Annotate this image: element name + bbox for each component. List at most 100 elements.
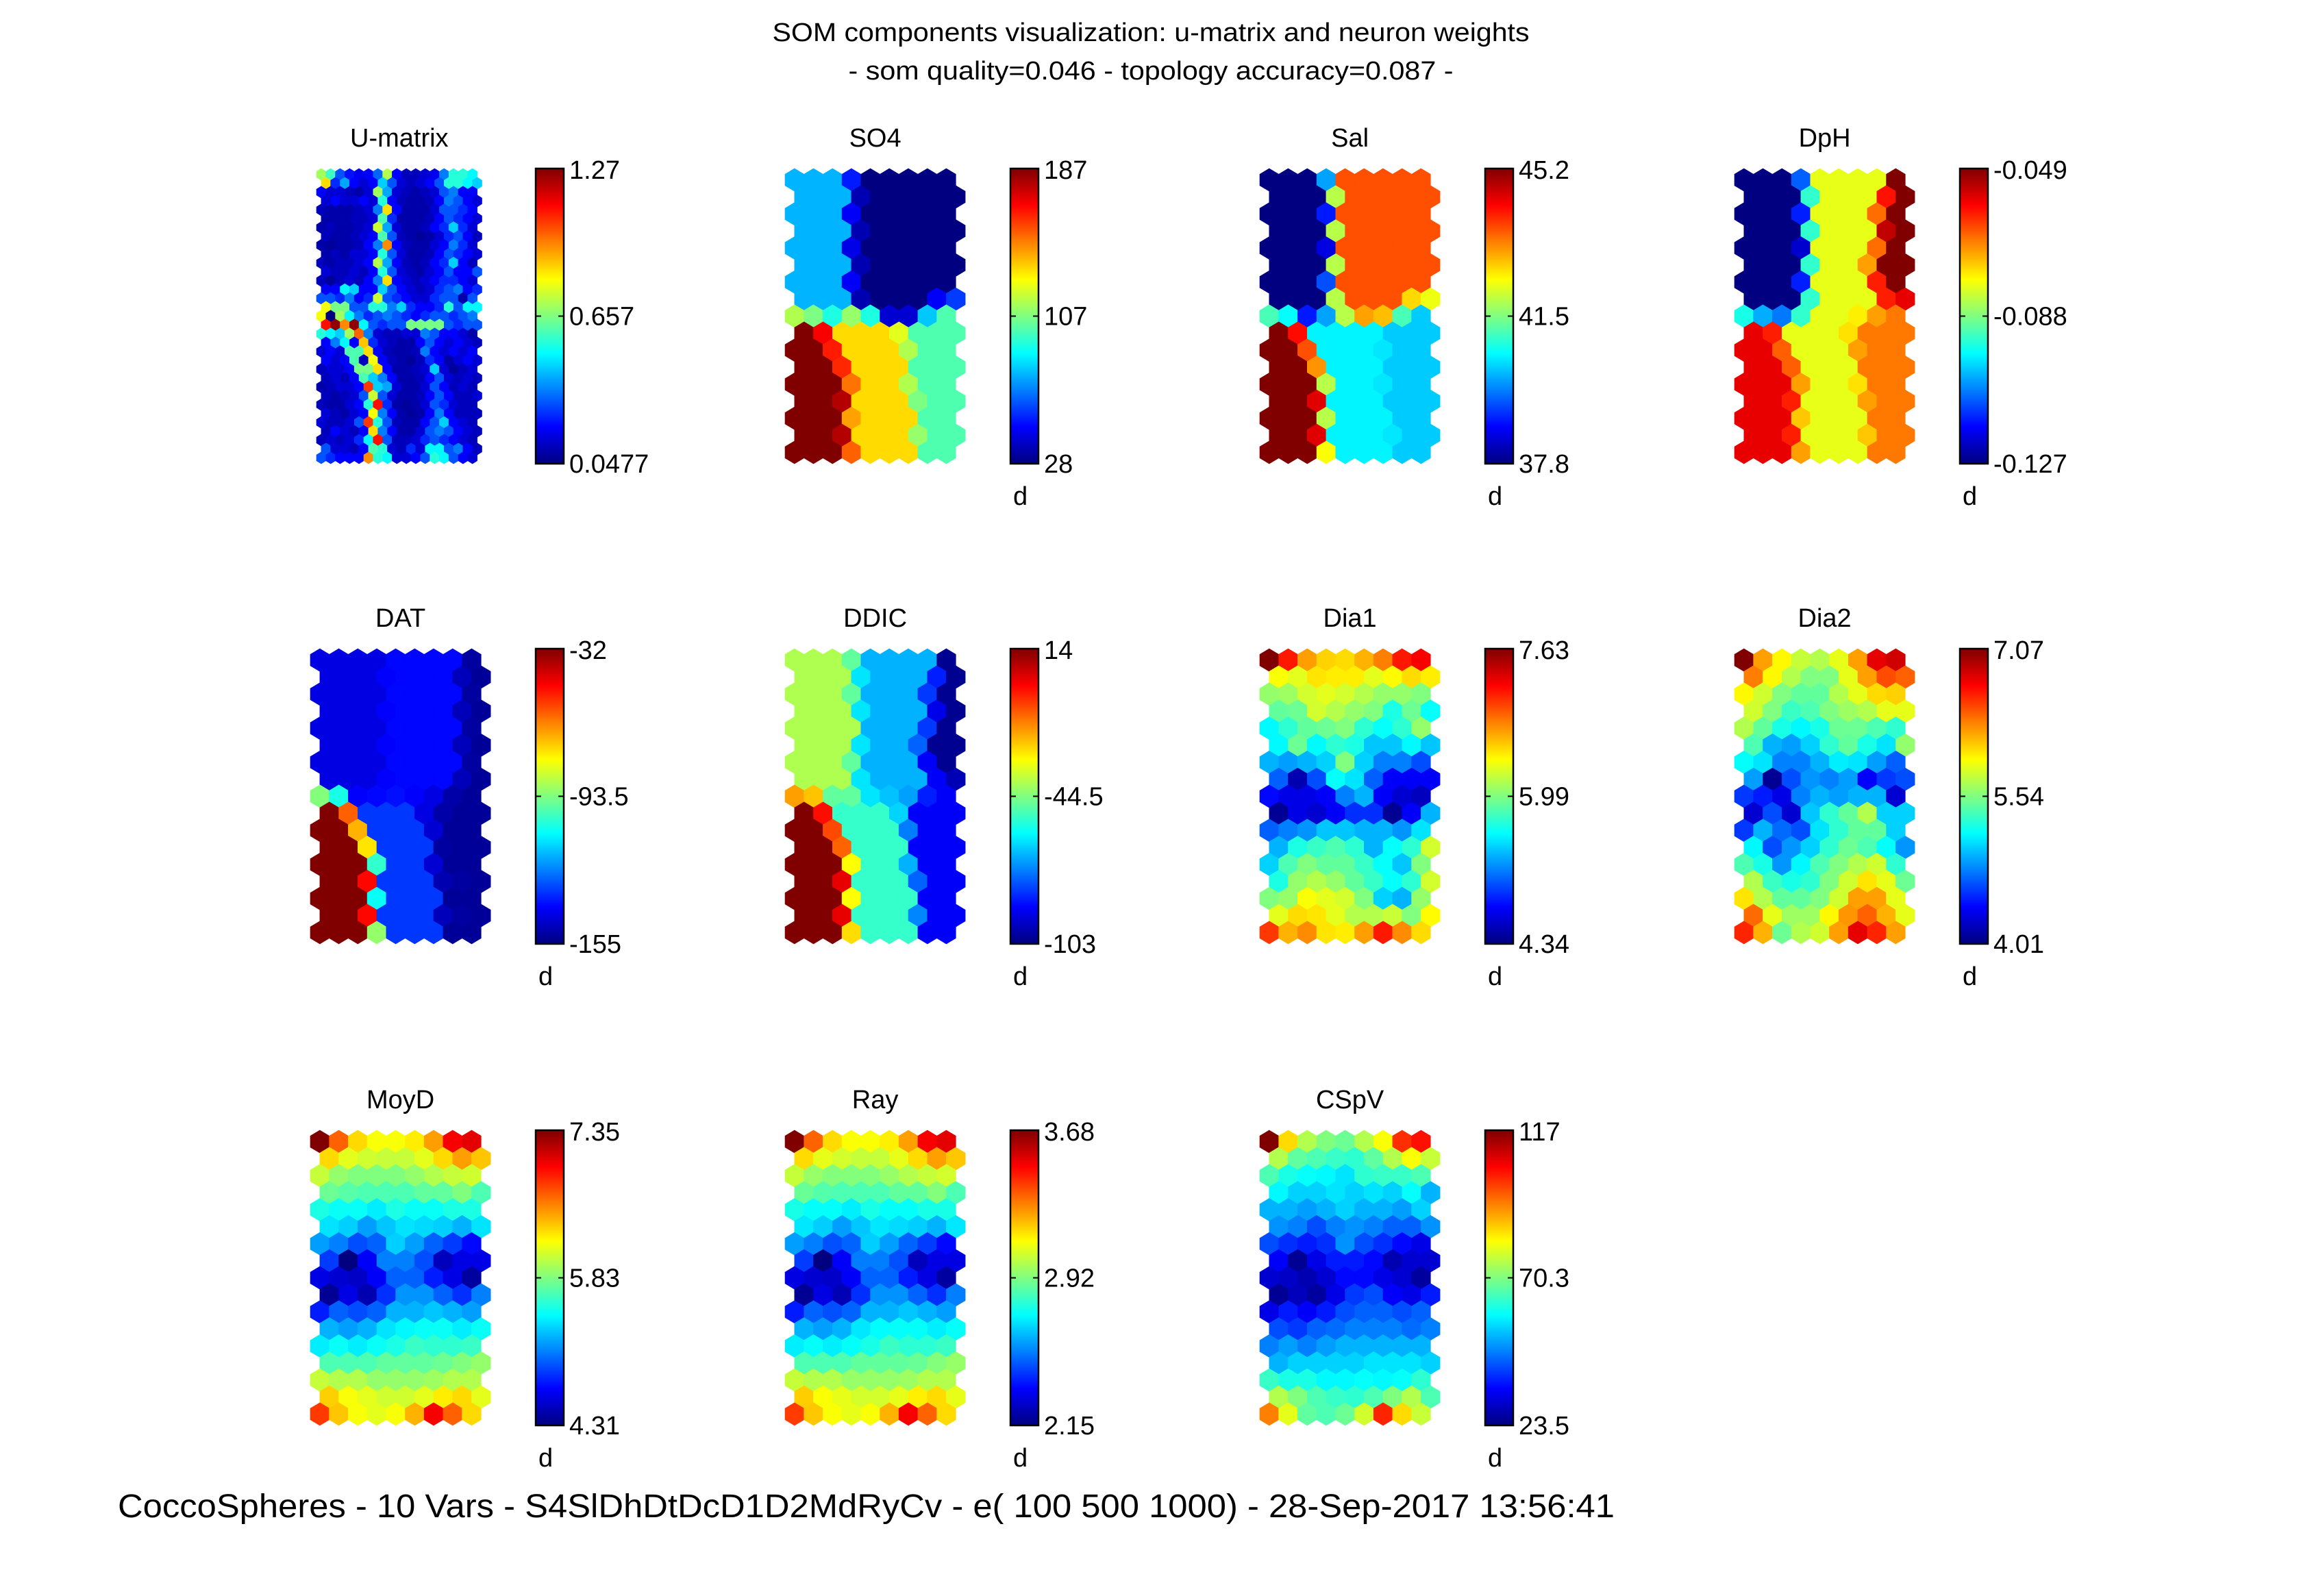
component-panel-u-matrix: U-matrix 1.27 0.657 0.0477 (316, 124, 649, 479)
colorbar-mid-label: 0.657 (569, 303, 634, 332)
colorbar-max-label: 187 (1044, 156, 1087, 185)
hex-grid (310, 1130, 491, 1426)
colorbar: 1.27 0.657 0.0477 (534, 156, 649, 479)
colorbar-mid-label: 107 (1044, 303, 1087, 332)
colorbar-max-label: 117 (1519, 1118, 1560, 1147)
colorbar-mid-label: 5.83 (569, 1264, 620, 1293)
colorbar-unit-label: d (538, 1444, 553, 1473)
colorbar-min-label: 28 (1044, 450, 1073, 479)
colorbar-max-label: 7.07 (1993, 636, 2044, 665)
panel-title: MoyD (366, 1086, 434, 1114)
colorbar-max-label: 45.2 (1519, 156, 1569, 185)
panel-title: U-matrix (350, 124, 449, 153)
colorbar-mid-label: 70.3 (1519, 1264, 1569, 1293)
panels: U-matrix 1.27 0.657 0.0477 SO4 187 107 28 d Sal 45… (310, 124, 2067, 1473)
colorbar: 7.63 5.99 4.34 d (1484, 636, 1569, 991)
colorbar-unit-label: d (1963, 482, 1977, 511)
hex-cell (1886, 921, 1906, 945)
colorbar-min-label: 37.8 (1519, 450, 1569, 479)
colorbar-min-label: -0.127 (1993, 450, 2067, 479)
hex-cell (462, 921, 482, 945)
component-panel-dat: DAT -32 -93.5 -155 d (310, 604, 629, 991)
colorbar-mid-label: 5.54 (1993, 783, 2044, 812)
panel-title: Dia1 (1323, 604, 1377, 633)
colorbar: 7.35 5.83 4.31 d (534, 1118, 620, 1473)
component-panel-dph: DpH -0.049 -0.088 -0.127 d (1734, 124, 2067, 511)
colorbar: 14 -44.5 -103 d (1009, 636, 1104, 991)
component-panel-moyd: MoyD 7.35 5.83 4.31 d (310, 1086, 620, 1473)
colorbar-unit-label: d (1013, 1444, 1028, 1473)
colorbar-mid-label: -44.5 (1044, 783, 1104, 812)
hex-cell (936, 440, 956, 464)
colorbar-min-label: -103 (1044, 930, 1096, 959)
hex-grid (784, 648, 966, 945)
component-panel-ray: Ray 3.68 2.92 2.15 d (784, 1086, 1095, 1473)
component-panel-dia1: Dia1 7.63 5.99 4.34 d (1259, 604, 1569, 991)
footer-caption: CoccoSpheres - 10 Vars - S4SlDhDtDcD1D2M… (118, 1488, 1615, 1525)
colorbar: 187 107 28 d (1009, 156, 1087, 511)
colorbar: 3.68 2.92 2.15 d (1009, 1118, 1095, 1473)
hex-grid (784, 168, 966, 464)
colorbar-min-label: -155 (569, 930, 621, 959)
colorbar-max-label: 7.63 (1519, 636, 1569, 665)
hex-cell (462, 1402, 482, 1426)
colorbar-min-label: 4.31 (569, 1412, 620, 1441)
panel-title: Ray (852, 1086, 899, 1114)
hex-grid (1734, 648, 1915, 945)
hex-grid (316, 168, 482, 464)
panel-title: DDIC (843, 604, 907, 633)
colorbar-min-label: 0.0477 (569, 450, 649, 479)
hex-grid (1259, 168, 1441, 464)
colorbar-max-label: -32 (569, 636, 607, 665)
colorbar: 45.2 41.5 37.8 d (1484, 156, 1569, 511)
colorbar-mid-label: -0.088 (1993, 303, 2067, 332)
hex-grid (1259, 648, 1441, 945)
colorbar-unit-label: d (1488, 1444, 1502, 1473)
colorbar-mid-label: -93.5 (569, 783, 629, 812)
hex-cell (1886, 440, 1906, 464)
figure-subtitle: - som quality=0.046 - topology accuracy=… (849, 57, 1454, 86)
colorbar-max-label: -0.049 (1993, 156, 2067, 185)
panel-title: DAT (375, 604, 425, 633)
colorbar-unit-label: d (1963, 962, 1977, 991)
colorbar-unit-label: d (1488, 962, 1502, 991)
hex-grid (1734, 168, 1915, 464)
hex-cell (936, 921, 956, 945)
component-panel-ddic: DDIC 14 -44.5 -103 d (784, 604, 1104, 991)
colorbar-min-label: 4.34 (1519, 930, 1569, 959)
hex-cell (936, 1402, 956, 1426)
colorbar: 7.07 5.54 4.01 d (1958, 636, 2044, 991)
hex-grid (784, 1130, 966, 1426)
colorbar-max-label: 7.35 (569, 1118, 620, 1147)
component-panel-so4: SO4 187 107 28 d (784, 124, 1087, 511)
hex-grid (1259, 1130, 1441, 1426)
hex-grid (310, 648, 491, 945)
colorbar-min-label: 2.15 (1044, 1412, 1095, 1441)
hex-cell (1411, 1402, 1431, 1426)
colorbar-mid-label: 5.99 (1519, 783, 1569, 812)
panel-title: SO4 (849, 124, 901, 153)
hex-cell (467, 451, 477, 464)
colorbar-mid-label: 2.92 (1044, 1264, 1095, 1293)
colorbar-min-label: 23.5 (1519, 1412, 1569, 1441)
hex-cell (1411, 921, 1431, 945)
panel-title: DpH (1799, 124, 1851, 153)
colorbar-mid-label: 41.5 (1519, 303, 1569, 332)
component-panel-cspv: CSpV 117 70.3 23.5 d (1259, 1086, 1569, 1473)
panel-title: CSpV (1316, 1086, 1384, 1114)
colorbar: 117 70.3 23.5 d (1484, 1118, 1569, 1473)
colorbar-unit-label: d (1013, 482, 1028, 511)
component-panel-dia2: Dia2 7.07 5.54 4.01 d (1734, 604, 2044, 991)
colorbar-max-label: 3.68 (1044, 1118, 1095, 1147)
colorbar-unit-label: d (1488, 482, 1502, 511)
hex-cell (1411, 440, 1431, 464)
component-panel-sal: Sal 45.2 41.5 37.8 d (1259, 124, 1569, 511)
colorbar-max-label: 1.27 (569, 156, 620, 185)
colorbar-unit-label: d (1013, 962, 1028, 991)
colorbar-max-label: 14 (1044, 636, 1073, 665)
colorbar: -0.049 -0.088 -0.127 d (1958, 156, 2067, 511)
colorbar-unit-label: d (538, 962, 553, 991)
colorbar-min-label: 4.01 (1993, 930, 2044, 959)
figure-title: SOM components visualization: u-matrix a… (773, 18, 1530, 47)
